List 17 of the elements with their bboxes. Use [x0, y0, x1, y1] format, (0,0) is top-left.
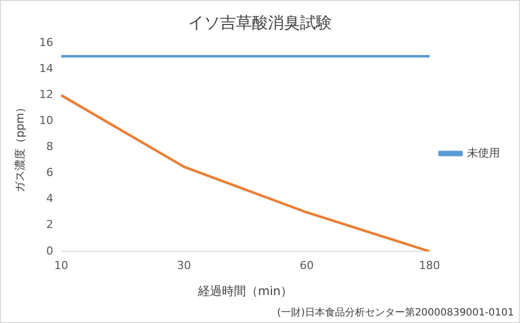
x-axis-title: 経過時間（min）	[197, 284, 293, 298]
y-tick-label: 16	[39, 36, 54, 50]
text: (一財)日本食品分析センター第20000839001-0101	[277, 306, 514, 319]
y-tick-label: 12	[39, 88, 54, 102]
x-tick-label: 60	[300, 258, 314, 272]
x-tick-label: 30	[176, 258, 191, 272]
x-tick-label: 180	[419, 258, 440, 272]
y-tick-label: 6	[46, 166, 54, 180]
y-tick-label: 8	[46, 140, 54, 154]
y-tick-label: 2	[46, 218, 54, 232]
y-axis-title: ガス濃度（ppm）	[13, 102, 26, 193]
legend-label: 未使用	[467, 146, 500, 160]
y-tick-label: 14	[39, 62, 54, 76]
chart-title: イソ吉草酸消臭試験	[188, 12, 332, 32]
y-tick-label: 0	[46, 244, 54, 258]
y-tick-label: 10	[39, 114, 54, 128]
y-tick-label: 4	[46, 192, 54, 206]
